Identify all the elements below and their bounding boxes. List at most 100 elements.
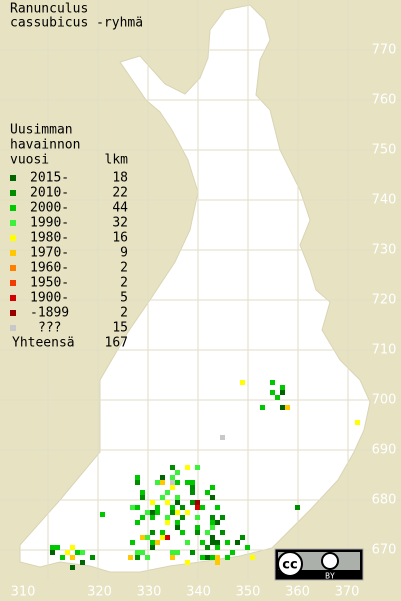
grid-label-y: 690 [372, 443, 397, 458]
observation-square [150, 530, 155, 535]
observation-square [170, 550, 175, 555]
observation-square [200, 540, 205, 545]
observation-square [285, 405, 290, 410]
observation-square [140, 490, 145, 495]
observation-square [175, 500, 180, 505]
observation-square [185, 540, 190, 545]
grid-label-y: 750 [372, 143, 397, 158]
grid-label-x: 370 [335, 585, 360, 600]
observation-square [205, 555, 210, 560]
legend-count: 15 [112, 321, 128, 336]
observation-square [170, 480, 175, 485]
observation-square [90, 555, 95, 560]
legend-swatch [10, 250, 16, 256]
observation-square [215, 505, 220, 510]
observation-square [170, 505, 175, 510]
legend-label: -1899 [30, 306, 69, 321]
observation-square [180, 515, 185, 520]
legend-count: 32 [112, 216, 128, 231]
legend-swatch [10, 295, 16, 301]
observation-square [185, 510, 190, 515]
observation-square [175, 520, 180, 525]
legend-swatch [10, 205, 16, 211]
observation-square [180, 530, 185, 535]
legend-swatch [10, 325, 16, 331]
legend-total: 167 [105, 336, 128, 351]
observation-square [175, 480, 180, 485]
grid-label-y: 670 [372, 543, 397, 558]
grid-label-y: 710 [372, 343, 397, 358]
observation-square [80, 550, 85, 555]
observation-square [280, 405, 285, 410]
by-label: BY [325, 572, 335, 581]
grid-label-x: 350 [236, 585, 261, 600]
legend-swatch [10, 310, 16, 316]
legend-count-header: lkm [105, 153, 129, 168]
observation-square [160, 495, 165, 500]
observation-square [70, 565, 75, 570]
observation-square [145, 555, 150, 560]
observation-square [240, 380, 245, 385]
observation-square [280, 390, 285, 395]
grid-label-x: 320 [87, 585, 112, 600]
observation-square [190, 550, 195, 555]
observation-square [165, 520, 170, 525]
grid-label-y: 700 [372, 393, 397, 408]
grid-label-y: 770 [372, 43, 397, 58]
observation-square [295, 505, 300, 510]
observation-square [205, 530, 210, 535]
observation-square [235, 540, 240, 545]
legend-label: 1970- [30, 246, 69, 261]
legend-header: havainnon [10, 138, 80, 153]
observation-square [165, 515, 170, 520]
observation-square [210, 495, 215, 500]
legend-count: 2 [120, 261, 128, 276]
observation-square [160, 530, 165, 535]
observation-square [185, 480, 190, 485]
observation-square [140, 495, 145, 500]
legend-count: 2 [120, 306, 128, 321]
observation-square [210, 555, 215, 560]
observation-square [135, 520, 140, 525]
legend-header: vuosi [10, 153, 49, 168]
observation-square [200, 505, 205, 510]
observation-square [150, 540, 155, 545]
legend-label: 1990- [30, 216, 69, 231]
license-badge: cc BY [274, 548, 364, 581]
legend-label: ??? [38, 321, 61, 336]
observation-square [135, 480, 140, 485]
observation-square [195, 515, 200, 520]
observation-square [280, 385, 285, 390]
observation-square [170, 510, 175, 515]
observation-square [230, 550, 235, 555]
legend-label: 1980- [30, 231, 69, 246]
observation-square [205, 545, 210, 550]
observation-square [195, 500, 200, 505]
observation-square [160, 475, 165, 480]
legend-label: 2010- [30, 186, 69, 201]
legend-count: 44 [112, 201, 128, 216]
observation-square [210, 485, 215, 490]
observation-square [135, 475, 140, 480]
observation-square [190, 480, 195, 485]
observation-square [220, 530, 225, 535]
observation-square [145, 510, 150, 515]
observation-square [145, 535, 150, 540]
observation-square [270, 390, 275, 395]
legend-label: 2000- [30, 201, 69, 216]
observation-square [190, 500, 195, 505]
observation-square [170, 485, 175, 490]
legend-swatch [10, 190, 16, 196]
observation-square [215, 560, 220, 565]
grid-label-x: 360 [285, 585, 310, 600]
legend-header: Uusimman [10, 123, 73, 138]
observation-square [260, 405, 265, 410]
observation-square [155, 540, 160, 545]
observation-square [225, 555, 230, 560]
observation-square [140, 535, 145, 540]
observation-square [100, 512, 105, 517]
legend-label: 1900- [30, 291, 69, 306]
observation-square [150, 515, 155, 520]
observation-square [270, 380, 275, 385]
